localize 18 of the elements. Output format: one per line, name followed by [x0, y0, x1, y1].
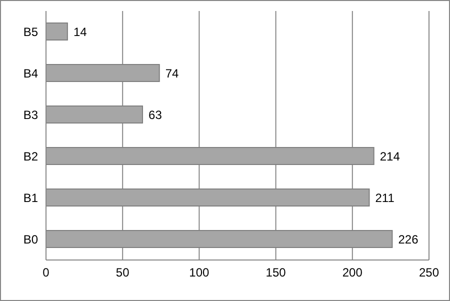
- data-label: 211: [375, 190, 395, 205]
- x-tick-label: 0: [42, 266, 50, 280]
- x-tick-label: 250: [418, 266, 440, 280]
- x-tick-label: 100: [189, 266, 210, 280]
- x-tick-label: 200: [342, 266, 363, 280]
- y-tick-label: B2: [23, 150, 38, 164]
- data-label: 74: [165, 66, 180, 80]
- x-tick-label: 150: [266, 266, 286, 280]
- x-tick-label: 50: [116, 266, 130, 280]
- y-tick-label: B5: [23, 25, 38, 40]
- data-label: 214: [380, 149, 400, 164]
- y-tick-label: B1: [23, 191, 38, 206]
- y-tick-label: B0: [23, 232, 38, 247]
- data-label: 226: [398, 232, 419, 246]
- y-tick-label: B4: [23, 66, 38, 81]
- data-label: 14: [73, 24, 88, 39]
- y-tick-label: B3: [23, 108, 38, 122]
- data-label: 63: [148, 108, 162, 122]
